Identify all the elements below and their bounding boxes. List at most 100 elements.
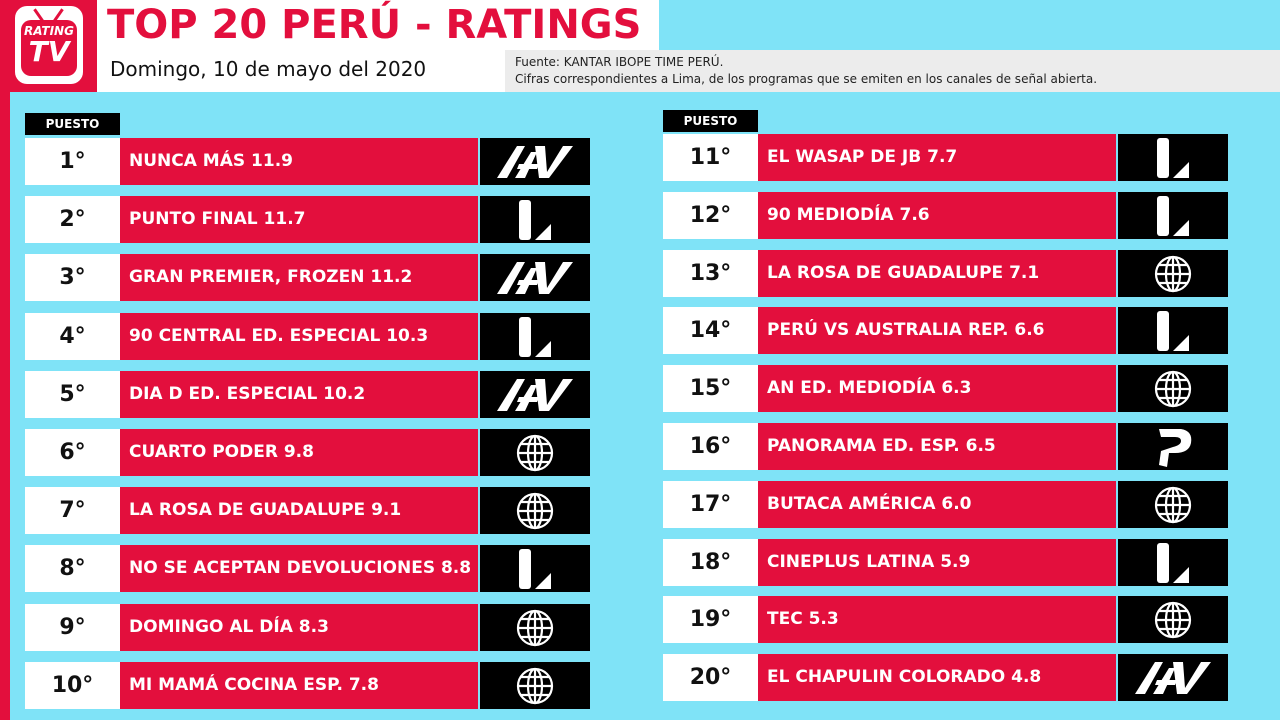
column-header-puesto-left: PUESTO xyxy=(25,113,120,135)
ranking-row: 20° EL CHAPULIN COLORADO 4.8 xyxy=(663,654,1228,701)
program-cell: CINEPLUS LATINA 5.9 xyxy=(758,539,1116,586)
rank-cell: 4° xyxy=(25,313,120,360)
latina-logo-icon xyxy=(1153,309,1193,353)
america-globe-icon xyxy=(515,433,555,473)
program-cell: EL CHAPULIN COLORADO 4.8 xyxy=(758,654,1116,701)
channel-cell xyxy=(480,662,590,709)
program-cell: TEC 5.3 xyxy=(758,596,1116,643)
ranking-row: 19° TEC 5.3 xyxy=(663,596,1228,643)
rank-cell: 7° xyxy=(25,487,120,534)
america-globe-icon xyxy=(1153,369,1193,409)
latina-logo-icon xyxy=(515,315,555,359)
rank-cell: 5° xyxy=(25,371,120,418)
program-cell: 90 MEDIODÍA 7.6 xyxy=(758,192,1116,239)
channel-cell xyxy=(480,254,590,301)
program-cell: GRAN PREMIER, FROZEN 11.2 xyxy=(120,254,478,301)
ranking-row: 18° CINEPLUS LATINA 5.9 xyxy=(663,539,1228,586)
program-cell: LA ROSA DE GUADALUPE 9.1 xyxy=(120,487,478,534)
ranking-row: 6° CUARTO PODER 9.8 xyxy=(25,429,590,476)
rank-cell: 3° xyxy=(25,254,120,301)
channel-cell xyxy=(1118,192,1228,239)
atv-logo-icon xyxy=(495,142,575,182)
atv-logo-icon xyxy=(495,258,575,298)
note-text: Cifras correspondientes a Lima, de los p… xyxy=(515,72,1098,86)
page-title: TOP 20 PERÚ - RATINGS xyxy=(107,2,642,48)
rank-cell: 14° xyxy=(663,307,758,354)
header-logo-panel: RATING TV xyxy=(0,0,97,92)
rank-cell: 6° xyxy=(25,429,120,476)
ranking-row: 5° DIA D ED. ESPECIAL 10.2 xyxy=(25,371,590,418)
channel-cell xyxy=(480,545,590,592)
channel-cell xyxy=(480,604,590,651)
program-cell: PUNTO FINAL 11.7 xyxy=(120,196,478,243)
ranking-row: 14° PERÚ VS AUSTRALIA REP. 6.6 xyxy=(663,307,1228,354)
latina-logo-icon xyxy=(1153,136,1193,180)
latina-logo-icon xyxy=(515,547,555,591)
rank-cell: 10° xyxy=(25,662,120,709)
ranking-row: 17° BUTACA AMÉRICA 6.0 xyxy=(663,481,1228,528)
america-globe-icon xyxy=(1153,485,1193,525)
rank-cell: 19° xyxy=(663,596,758,643)
program-cell: NO SE ACEPTAN DEVOLUCIONES 8.8 xyxy=(120,545,478,592)
america-globe-icon xyxy=(515,491,555,531)
latina-logo-icon xyxy=(515,198,555,242)
channel-cell xyxy=(1118,539,1228,586)
channel-cell xyxy=(480,487,590,534)
program-cell: DOMINGO AL DÍA 8.3 xyxy=(120,604,478,651)
ranking-row: 3° GRAN PREMIER, FROZEN 11.2 xyxy=(25,254,590,301)
america-globe-icon xyxy=(515,608,555,648)
ranking-row: 15° AN ED. MEDIODÍA 6.3 xyxy=(663,365,1228,412)
column-header-puesto-right: PUESTO xyxy=(663,110,758,132)
rank-cell: 20° xyxy=(663,654,758,701)
atv-logo-icon xyxy=(495,375,575,415)
ranking-row: 7° LA ROSA DE GUADALUPE 9.1 xyxy=(25,487,590,534)
america-globe-icon xyxy=(1153,600,1193,640)
ranking-row: 1° NUNCA MÁS 11.9 xyxy=(25,138,590,185)
rank-cell: 8° xyxy=(25,545,120,592)
logo-text-tv: TV xyxy=(28,35,70,68)
ranking-row: 9° DOMINGO AL DÍA 8.3 xyxy=(25,604,590,651)
program-cell: PERÚ VS AUSTRALIA REP. 6.6 xyxy=(758,307,1116,354)
ranking-row: 4° 90 CENTRAL ED. ESPECIAL 10.3 xyxy=(25,313,590,360)
program-cell: 90 CENTRAL ED. ESPECIAL 10.3 xyxy=(120,313,478,360)
date-label: Domingo, 10 de mayo del 2020 xyxy=(110,57,427,81)
rank-cell: 13° xyxy=(663,250,758,297)
channel-cell xyxy=(1118,654,1228,701)
source-panel: Fuente: KANTAR IBOPE TIME PERÚ. Cifras c… xyxy=(505,50,1280,92)
ranking-row: 13° LA ROSA DE GUADALUPE 7.1 xyxy=(663,250,1228,297)
program-cell: LA ROSA DE GUADALUPE 7.1 xyxy=(758,250,1116,297)
program-cell: BUTACA AMÉRICA 6.0 xyxy=(758,481,1116,528)
logo-text-rating: RATING xyxy=(24,24,74,38)
rank-cell: 9° xyxy=(25,604,120,651)
rank-cell: 15° xyxy=(663,365,758,412)
channel-cell xyxy=(480,429,590,476)
latina-logo-icon xyxy=(1153,541,1193,585)
rank-cell: 11° xyxy=(663,134,758,181)
latina-logo-icon xyxy=(1153,194,1193,238)
program-cell: AN ED. MEDIODÍA 6.3 xyxy=(758,365,1116,412)
program-cell: MI MAMÁ COCINA ESP. 7.8 xyxy=(120,662,478,709)
ranking-row: 10° MI MAMÁ COCINA ESP. 7.8 xyxy=(25,662,590,709)
rank-cell: 16° xyxy=(663,423,758,470)
rank-cell: 2° xyxy=(25,196,120,243)
channel-cell xyxy=(1118,481,1228,528)
source-text: Fuente: KANTAR IBOPE TIME PERÚ. xyxy=(515,55,724,69)
rating-tv-logo: RATING TV xyxy=(15,6,83,84)
program-cell: EL WASAP DE JB 7.7 xyxy=(758,134,1116,181)
ranking-row: 8° NO SE ACEPTAN DEVOLUCIONES 8.8 xyxy=(25,545,590,592)
channel-cell xyxy=(480,138,590,185)
channel-cell xyxy=(1118,596,1228,643)
channel-cell xyxy=(1118,307,1228,354)
rank-cell: 12° xyxy=(663,192,758,239)
america-globe-icon xyxy=(1153,254,1193,294)
left-accent-bar xyxy=(0,0,10,720)
channel-cell xyxy=(1118,250,1228,297)
ranking-row: 2° PUNTO FINAL 11.7 xyxy=(25,196,590,243)
title-panel: TOP 20 PERÚ - RATINGS xyxy=(97,0,659,50)
channel-cell xyxy=(480,313,590,360)
program-cell: CUARTO PODER 9.8 xyxy=(120,429,478,476)
panamericana-logo-icon xyxy=(1151,425,1195,469)
rank-cell: 17° xyxy=(663,481,758,528)
program-cell: NUNCA MÁS 11.9 xyxy=(120,138,478,185)
channel-cell xyxy=(480,371,590,418)
